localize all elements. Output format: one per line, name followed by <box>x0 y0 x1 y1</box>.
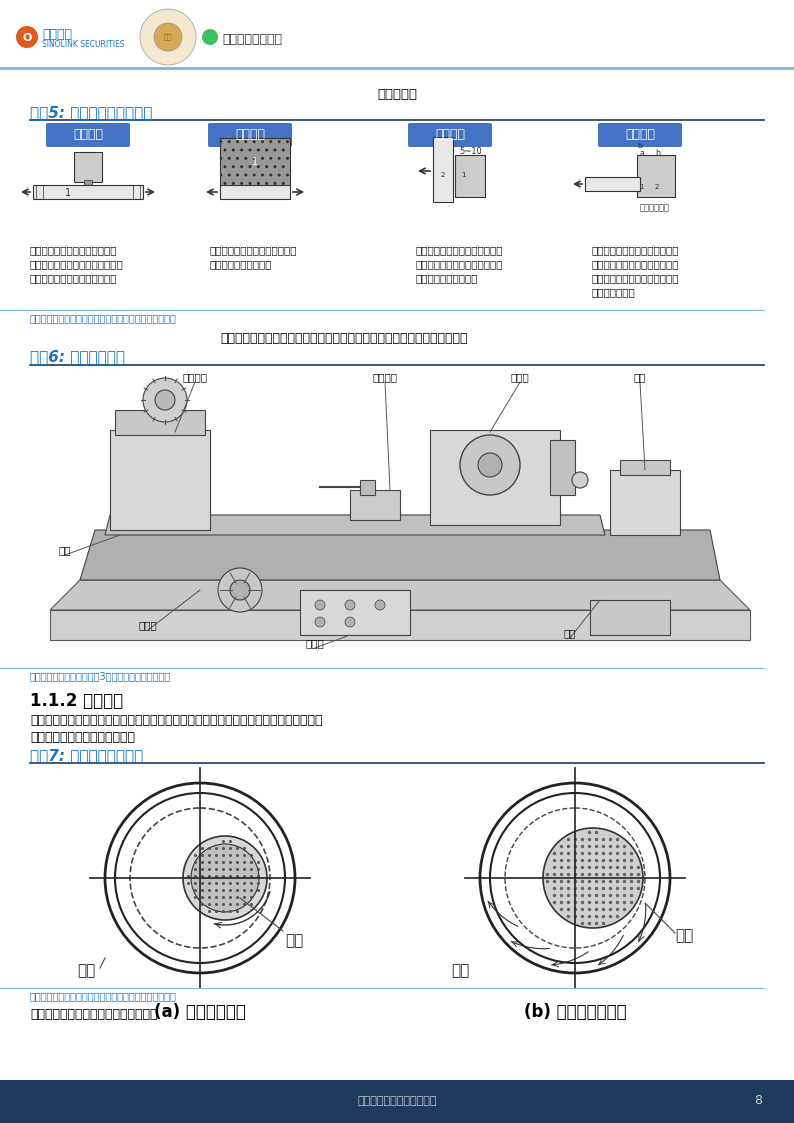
Circle shape <box>543 828 643 928</box>
Text: (a) 普通内圆磨削: (a) 普通内圆磨削 <box>154 1003 246 1021</box>
Bar <box>360 480 375 495</box>
Text: 国金: 国金 <box>164 34 172 40</box>
Text: 给磨削法。: 给磨削法。 <box>377 88 417 101</box>
Bar <box>220 185 290 199</box>
FancyBboxPatch shape <box>408 124 492 147</box>
Bar <box>590 600 670 634</box>
Text: 内圆磨削相比外圆磨削整体难度变高。: 内圆磨削相比外圆磨削整体难度变高。 <box>30 1008 157 1021</box>
Text: 砂轮: 砂轮 <box>675 928 693 943</box>
Circle shape <box>183 836 267 920</box>
Text: 切入磨削: 切入磨削 <box>235 128 265 141</box>
Text: 图表6: 外圆磨床结构: 图表6: 外圆磨床结构 <box>30 349 125 364</box>
Bar <box>84 180 92 185</box>
Bar <box>430 430 560 524</box>
Text: 国金证券: 国金证券 <box>42 28 72 42</box>
Text: 先用切入磨削法将工件进行分段
粗磨，然后用纵向磨削法在整个
长度上磨至尺寸要求。: 先用切入磨削法将工件进行分段 粗磨，然后用纵向磨削法在整个 长度上磨至尺寸要求。 <box>415 245 503 283</box>
Bar <box>350 490 400 520</box>
Bar <box>550 440 575 495</box>
Circle shape <box>315 617 325 627</box>
Text: 图表7: 主要内圆磨削方式: 图表7: 主要内圆磨削方式 <box>30 748 143 763</box>
Text: 1.1.2 内圆磨床: 1.1.2 内圆磨床 <box>30 692 123 710</box>
Polygon shape <box>80 530 720 579</box>
Circle shape <box>16 26 38 48</box>
Circle shape <box>345 617 355 627</box>
Polygon shape <box>50 579 750 610</box>
Text: 内圆磨削方式主要包括中心内圆磨削、行星内圆磨削等，进给运动方式与外圆磨削类似，
分为纵向磨削法和切入磨削法。: 内圆磨削方式主要包括中心内圆磨削、行星内圆磨削等，进给运动方式与外圆磨削类似， … <box>30 714 322 745</box>
Bar <box>220 138 290 186</box>
Bar <box>585 177 640 191</box>
Bar <box>610 471 680 535</box>
Text: 1: 1 <box>252 157 258 167</box>
Text: 扫码获取更多服务: 扫码获取更多服务 <box>222 33 282 46</box>
Circle shape <box>154 22 182 51</box>
Text: 工作台: 工作台 <box>139 620 157 630</box>
Bar <box>33 185 143 199</box>
Circle shape <box>202 29 218 45</box>
Bar <box>620 460 670 475</box>
Text: 来源：《金属切削机床（第3版）》，国金证券研究所: 来源：《金属切削机床（第3版）》，国金证券研究所 <box>30 672 172 681</box>
Text: 2: 2 <box>441 172 445 179</box>
Bar <box>637 155 675 197</box>
Text: 1: 1 <box>638 184 643 190</box>
Circle shape <box>478 453 502 477</box>
FancyBboxPatch shape <box>208 124 292 147</box>
Bar <box>110 430 210 530</box>
Text: a: a <box>640 149 645 158</box>
Text: 砂轮旋转，工件反向转动，工件
或砂轮作纵向直线往复进给运动。
每一纵完成后砂轮作横向进给。: 砂轮旋转，工件反向转动，工件 或砂轮作纵向直线往复进给运动。 每一纵完成后砂轮作… <box>30 245 124 283</box>
Bar <box>74 152 102 182</box>
Circle shape <box>345 600 355 610</box>
Text: 工件头架: 工件头架 <box>183 372 207 382</box>
Circle shape <box>155 390 175 410</box>
Text: 外圆磨床主要由工件头架、砂轮架、尾座、工作台、床身等核心部件组成。: 外圆磨床主要由工件头架、砂轮架、尾座、工作台、床身等核心部件组成。 <box>220 332 468 345</box>
Text: 来源：《机械加工工艺简明速查手册》，国金证券研究所: 来源：《机械加工工艺简明速查手册》，国金证券研究所 <box>30 313 177 323</box>
Circle shape <box>140 9 196 65</box>
Polygon shape <box>105 515 605 535</box>
Text: b: b <box>655 149 660 158</box>
Polygon shape <box>50 610 750 640</box>
Text: O: O <box>22 33 32 43</box>
Text: 砂轮架: 砂轮架 <box>511 372 530 382</box>
Text: 采用较大的背吃刀量以缓慢的进
给速度在一次纵向走刀中磨去工
件全部余量的磨削方法，是一种
高效磨削方法。: 采用较大的背吃刀量以缓慢的进 给速度在一次纵向走刀中磨去工 件全部余量的磨削方法… <box>592 245 680 296</box>
Text: 工件: 工件 <box>452 964 470 978</box>
Text: 5~10: 5~10 <box>460 147 483 156</box>
Text: 纵向磨削: 纵向磨削 <box>73 128 103 141</box>
FancyBboxPatch shape <box>598 124 682 147</box>
Text: 控制箱: 控制箱 <box>306 638 325 648</box>
Text: 床身: 床身 <box>59 545 71 555</box>
Circle shape <box>191 844 259 912</box>
Circle shape <box>460 435 520 495</box>
Bar <box>0 1080 794 1123</box>
Text: 2: 2 <box>655 184 659 190</box>
Text: 工件: 工件 <box>77 964 95 978</box>
Text: 分段磨削: 分段磨削 <box>435 128 465 141</box>
Text: 内圆磨具: 内圆磨具 <box>372 372 398 382</box>
Text: SINOLINK SECURITIES: SINOLINK SECURITIES <box>42 40 125 49</box>
Text: 深切缓进: 深切缓进 <box>625 128 655 141</box>
Text: 8: 8 <box>754 1095 762 1107</box>
Text: 滑板: 滑板 <box>564 628 576 638</box>
Circle shape <box>375 600 385 610</box>
Circle shape <box>572 472 588 489</box>
Text: bₜ: bₜ <box>637 143 643 149</box>
Text: 砂轮旋转，工件反向转动，砂轮
作连续横向进给运动。: 砂轮旋转，工件反向转动，砂轮 作连续横向进给运动。 <box>210 245 298 270</box>
Text: 1: 1 <box>65 188 71 198</box>
Circle shape <box>230 579 250 600</box>
Text: (b) 行星式内圆磨削: (b) 行星式内圆磨削 <box>524 1003 626 1021</box>
FancyBboxPatch shape <box>46 124 130 147</box>
Text: 砂轮: 砂轮 <box>285 933 303 948</box>
Circle shape <box>315 600 325 610</box>
Bar <box>115 410 205 435</box>
Text: 砂轮修整成形: 砂轮修整成形 <box>640 203 670 212</box>
Circle shape <box>143 378 187 422</box>
Text: 来源：《机械加工工艺简明速查手册》，国金证券研究所: 来源：《机械加工工艺简明速查手册》，国金证券研究所 <box>30 990 177 1001</box>
Bar <box>433 137 453 202</box>
Text: 图表5: 外圆磨主要加工方式: 图表5: 外圆磨主要加工方式 <box>30 104 152 120</box>
Bar <box>455 155 485 197</box>
Text: 尾座: 尾座 <box>634 372 646 382</box>
Circle shape <box>218 568 262 612</box>
Text: 敬请参阅最后一页特别声明: 敬请参阅最后一页特别声明 <box>357 1096 437 1106</box>
Bar <box>300 590 410 634</box>
Text: 1: 1 <box>461 172 465 179</box>
